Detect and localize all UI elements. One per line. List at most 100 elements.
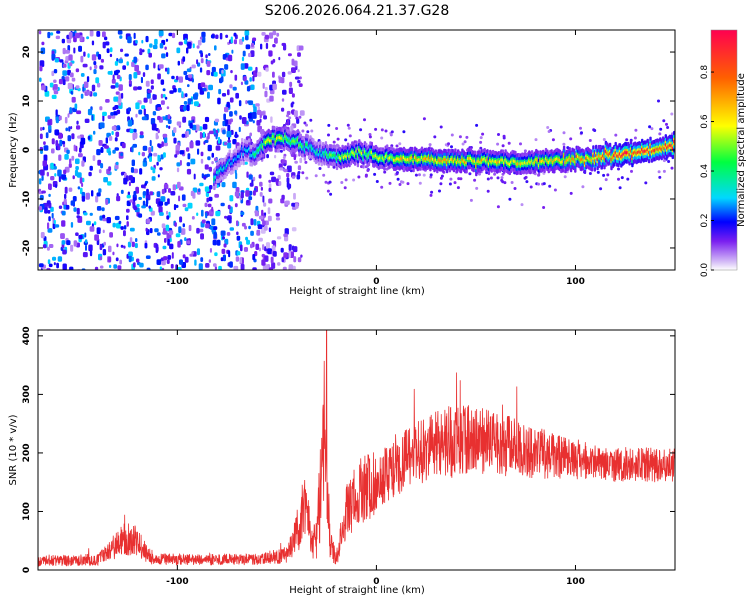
noise-cell (211, 161, 214, 165)
noise-cell (438, 189, 441, 193)
noise-cell (193, 93, 198, 100)
noise-cell (174, 222, 177, 227)
noise-cell (76, 172, 82, 178)
noise-cell (92, 155, 96, 161)
noise-cell (108, 150, 112, 156)
noise-cell (207, 156, 211, 161)
noise-cell (133, 56, 137, 64)
noise-cell (588, 172, 592, 175)
spectrogram-x-tick-label: 0 (373, 277, 379, 287)
noise-cell (157, 174, 160, 178)
noise-cell (296, 118, 300, 124)
noise-cell (66, 240, 71, 246)
noise-cell (253, 106, 257, 113)
colorbar-label: Normalized spectral amplitude (736, 73, 747, 227)
noise-cell (513, 187, 517, 190)
noise-cell (98, 188, 102, 193)
noise-cell (111, 131, 114, 135)
noise-cell (465, 135, 469, 139)
noise-cell (537, 182, 540, 186)
noise-cell (163, 184, 169, 190)
noise-cell (164, 46, 167, 50)
noise-cell (322, 173, 326, 177)
noise-cell (200, 151, 204, 157)
noise-cell (181, 194, 186, 201)
noise-cell (64, 154, 69, 160)
noise-cell (42, 160, 47, 167)
noise-cell (142, 191, 147, 196)
noise-cell (297, 165, 302, 171)
noise-cell (123, 230, 126, 237)
noise-cell (257, 71, 262, 77)
noise-cell (43, 141, 46, 145)
colorbar-tick-label: 0.8 (700, 65, 710, 80)
noise-cell (209, 225, 214, 230)
noise-cell (65, 49, 70, 54)
noise-cell (84, 118, 90, 123)
noise-cell (244, 225, 247, 230)
noise-cell (128, 181, 131, 187)
noise-cell (665, 122, 668, 126)
noise-cell (206, 70, 211, 76)
noise-cell (257, 224, 263, 230)
noise-cell (142, 145, 148, 151)
noise-cell (96, 192, 101, 197)
snr-y-tick-label: 200 (22, 444, 32, 463)
snr-x-tick-label: -100 (166, 577, 189, 587)
noise-cell (209, 248, 212, 253)
noise-cell (479, 140, 483, 144)
noise-cell (271, 176, 276, 183)
noise-cell (368, 135, 372, 139)
noise-cell (177, 181, 181, 189)
noise-cell (268, 179, 272, 183)
noise-cell (269, 84, 274, 91)
noise-cell (278, 76, 282, 83)
noise-cell (126, 61, 129, 66)
noise-cell (252, 75, 255, 82)
noise-cell (380, 128, 384, 132)
noise-cell (227, 54, 233, 62)
noise-cell (39, 146, 43, 150)
noise-cell (39, 65, 43, 72)
noise-cell (282, 89, 287, 95)
noise-cell (225, 34, 229, 38)
noise-cell (249, 77, 252, 82)
noise-cell (107, 181, 112, 186)
noise-cell (288, 183, 292, 189)
noise-cell (69, 107, 72, 114)
noise-cell (249, 182, 254, 187)
noise-cell (143, 108, 146, 116)
noise-cell (166, 106, 170, 110)
spectrogram-x-label: Height of straight line (km) (289, 286, 425, 297)
figure-title: S206.2026.064.21.37.G28 (265, 3, 450, 19)
noise-cell (271, 245, 276, 252)
noise-cell (105, 198, 109, 205)
noise-cell (120, 152, 124, 157)
noise-cell (160, 196, 166, 202)
noise-cell (102, 229, 105, 234)
noise-cell (305, 176, 309, 180)
noise-cell (239, 115, 242, 120)
noise-cell (80, 137, 86, 145)
noise-cell (145, 64, 149, 71)
noise-cell (132, 143, 137, 148)
noise-cell (264, 225, 268, 231)
noise-cell (82, 63, 88, 68)
noise-cell (161, 141, 164, 147)
noise-cell (288, 251, 291, 258)
noise-cell (189, 141, 194, 149)
noise-cell (439, 182, 443, 186)
noise-cell (158, 201, 164, 206)
noise-cell (122, 65, 126, 70)
noise-cell (54, 224, 60, 228)
noise-cell (102, 31, 106, 38)
noise-cell (534, 138, 538, 142)
noise-cell (95, 195, 99, 203)
noise-cell (295, 116, 299, 120)
noise-cell (55, 35, 60, 40)
noise-cell (177, 266, 182, 270)
noise-cell (160, 100, 165, 105)
noise-cell (165, 52, 169, 57)
noise-cell (128, 251, 133, 257)
noise-cell (267, 207, 271, 215)
